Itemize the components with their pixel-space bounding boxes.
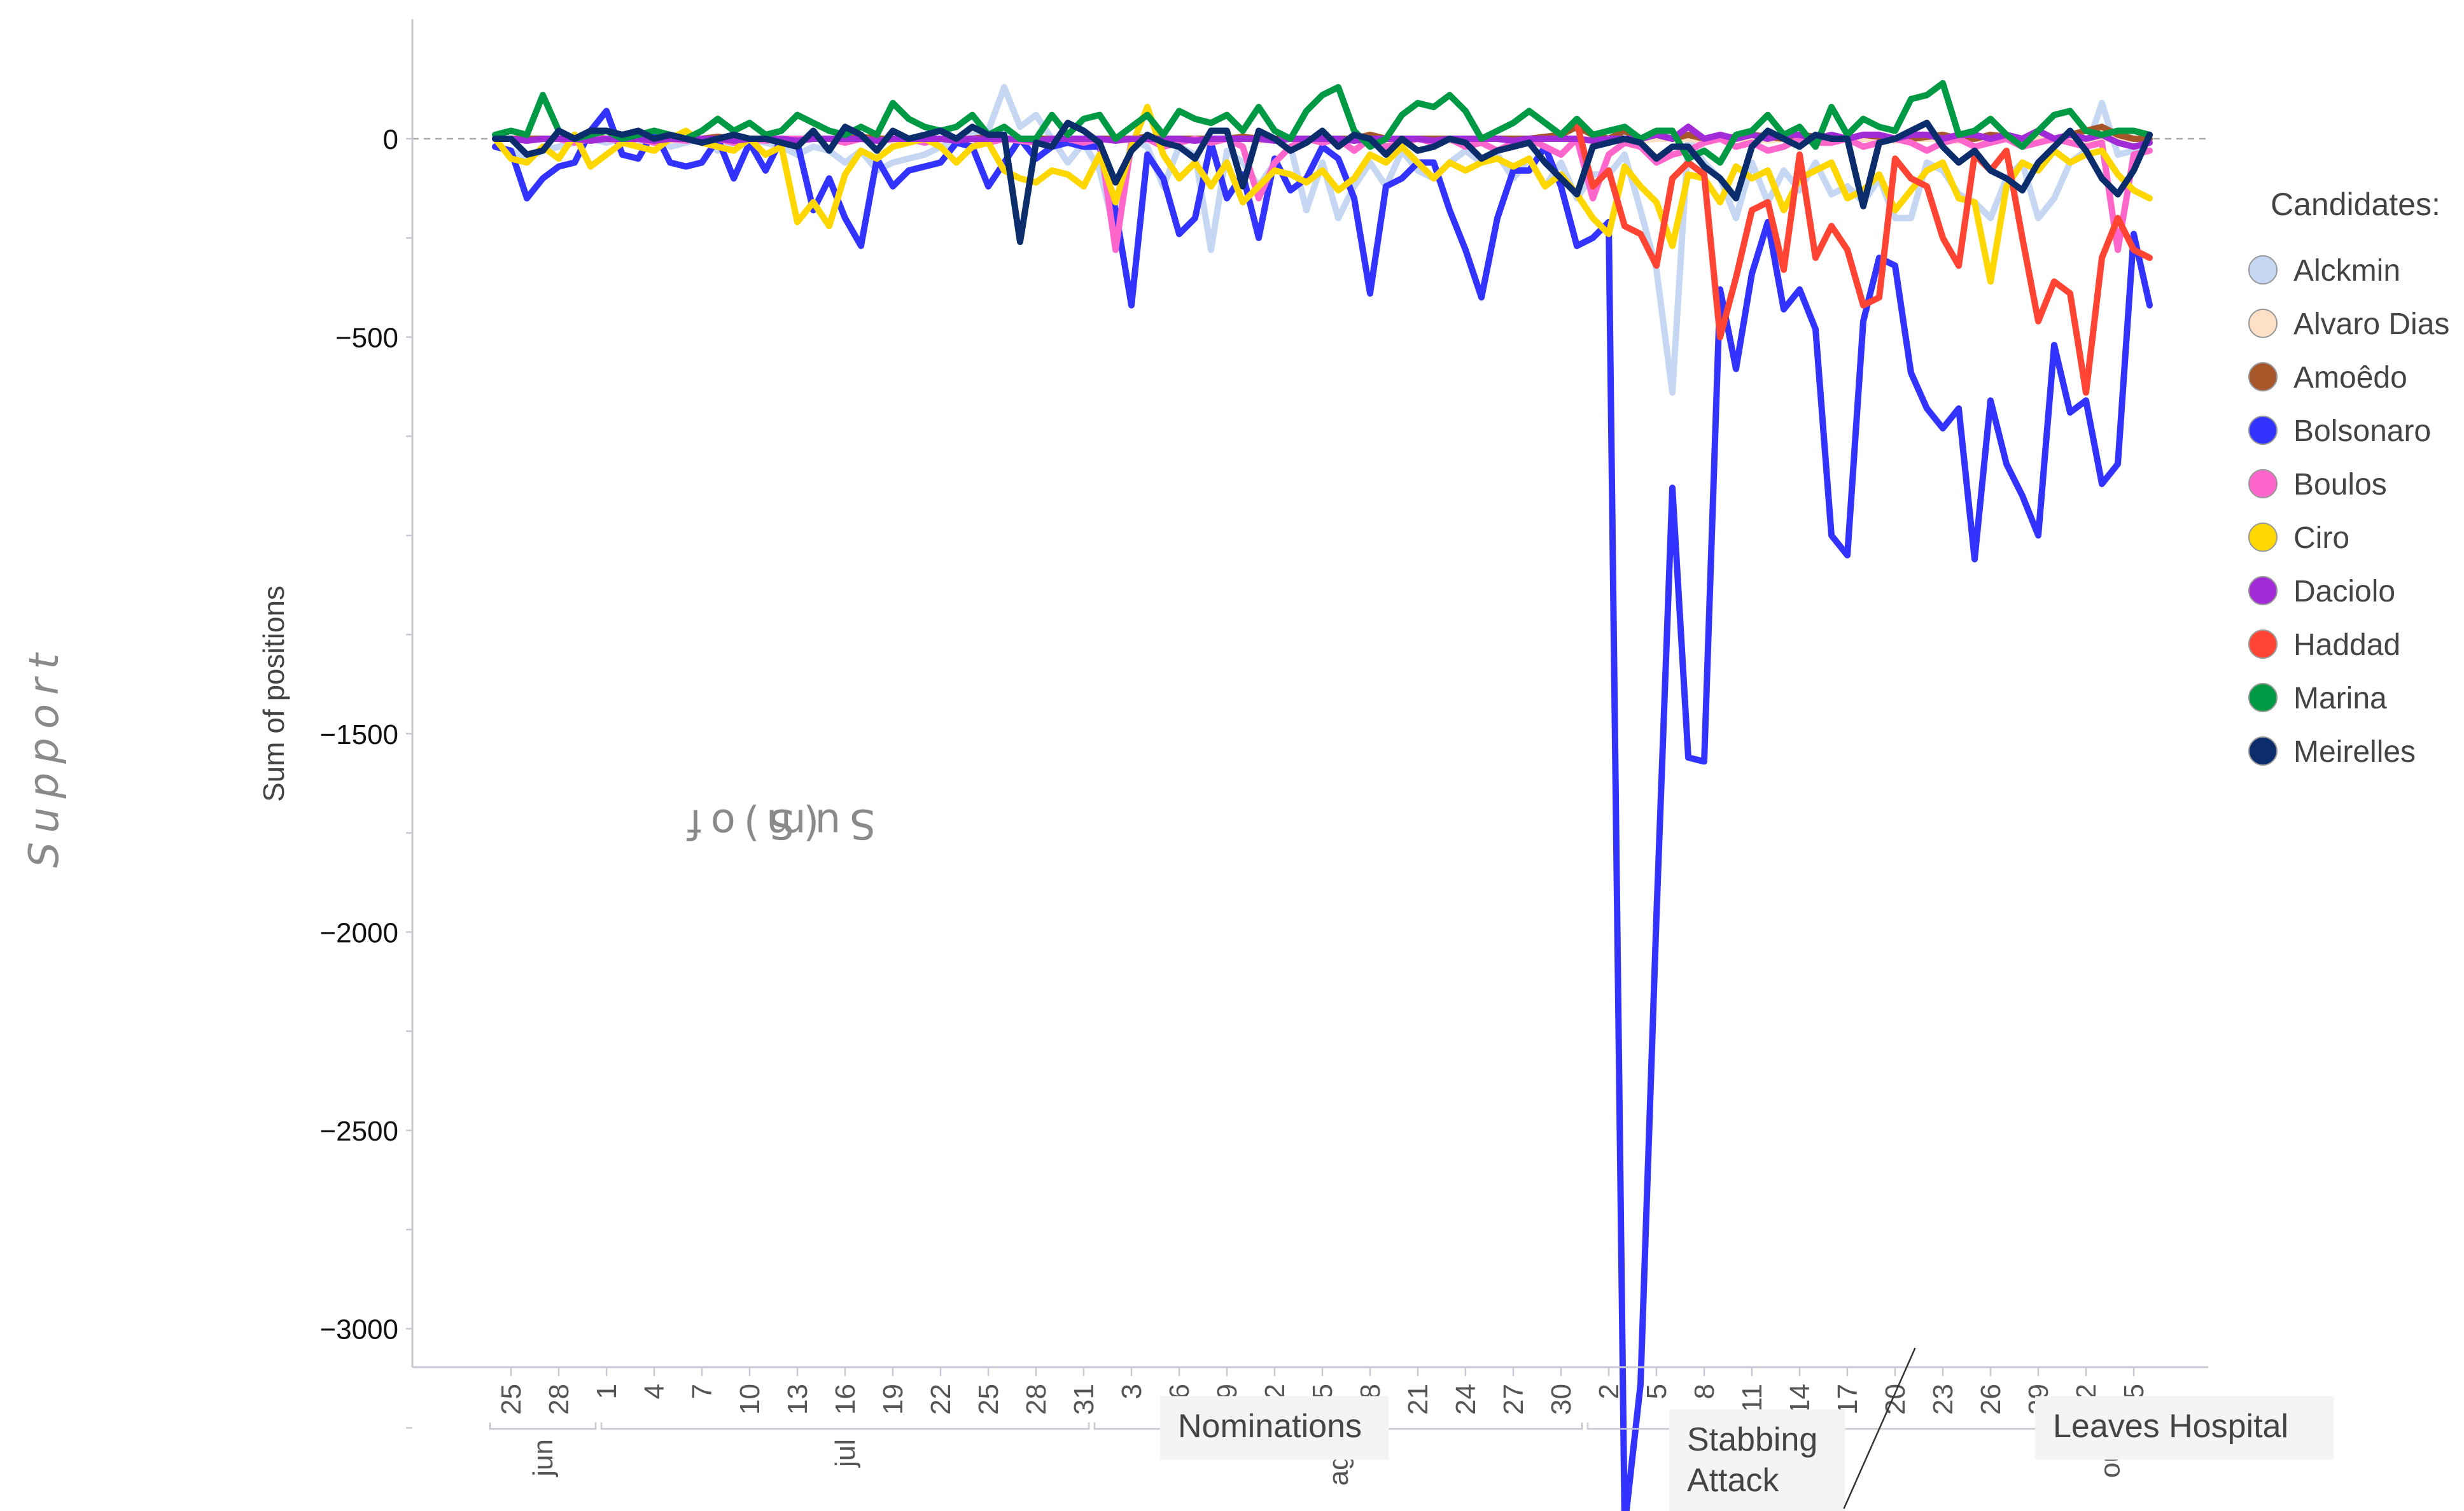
legend-item-alvaro-dias[interactable]: Alvaro Dias (2248, 307, 2449, 341)
legend-swatch (2248, 469, 2278, 498)
legend-label: Bolsonaro (2293, 414, 2431, 448)
legend-label: Ciro (2293, 521, 2349, 555)
y-tick-label: −3000 (319, 1314, 398, 1346)
y-tick-label: −500 (335, 323, 398, 354)
x-tick-label: 30 (1546, 1384, 1577, 1415)
annotation-box (1160, 1396, 1389, 1460)
annotation-text: Stabbing (1687, 1421, 1817, 1458)
legend-swatch (2248, 523, 2278, 552)
legend-swatch (2248, 309, 2278, 338)
legend-swatch (2248, 416, 2278, 445)
x-tick-label: 8 (1689, 1384, 1720, 1399)
legend-item-amo-do[interactable]: Amoêdo (2248, 361, 2407, 395)
legend-swatch (2248, 629, 2278, 659)
x-tick-label: 23 (1928, 1384, 1959, 1415)
x-tick-label: 3 (1116, 1384, 1147, 1399)
annotation-box (1669, 1409, 1845, 1511)
x-tick-label: 28 (1021, 1384, 1052, 1415)
legend-swatch (2248, 576, 2278, 605)
legend-item-haddad[interactable]: Haddad (2248, 628, 2400, 662)
annotation-text: Nominations (1178, 1408, 1362, 1445)
y-tick-label: −2500 (319, 1116, 398, 1147)
series-line-alckmin (492, 84, 2153, 396)
month-bracket (489, 1423, 597, 1430)
legend-label: Haddad (2293, 628, 2400, 662)
series-line-marina (492, 80, 2153, 166)
x-tick-label: 19 (878, 1384, 909, 1415)
legend[interactable]: Candidates: Alckmin Alvaro Dias Amoêdo Bolso… (2248, 186, 2449, 769)
legend-swatch (2248, 255, 2278, 285)
annotation-box (2035, 1396, 2334, 1460)
legend-label: Meirelles (2293, 735, 2416, 769)
series-line-meirelles (492, 120, 2153, 245)
x-tick-label: 24 (1450, 1384, 1481, 1415)
legend-item-marina[interactable]: Marina (2248, 682, 2387, 715)
annotation: Nominations (1160, 1396, 1389, 1460)
annotation: Leaves Hospital (2035, 1396, 2334, 1460)
legend-label: Alvaro Dias (2293, 307, 2449, 341)
annotation-pointer (1843, 1347, 1916, 1509)
y-tick-label: −1500 (319, 719, 398, 750)
legend-label: Marina (2293, 682, 2387, 715)
x-tick-label: 2 (1593, 1384, 1625, 1399)
annotation-text: Attack (1687, 1462, 1779, 1499)
x-tick-label: 13 (782, 1384, 813, 1415)
legend-label: Boulos (2293, 468, 2387, 502)
x-tick-label: 28 (543, 1384, 575, 1415)
legend-label: Amoêdo (2293, 361, 2407, 395)
x-tick-label: 11 (1737, 1384, 1768, 1413)
series-line-haddad (1574, 120, 2153, 396)
x-tick-label: 7 (687, 1384, 718, 1399)
month-label: jul (830, 1439, 861, 1468)
legend-item-alckmin[interactable]: Alckmin (2248, 254, 2400, 288)
x-tick-label: 31 (1068, 1384, 1100, 1415)
annotation: Stabbing Attack (1669, 1347, 1916, 1511)
x-tick-label: 20 (1880, 1384, 1911, 1415)
annotations-layer: Nominations Stabbing Attack Leaves Hospital (1160, 1347, 2334, 1511)
x-tick-label: 27 (1498, 1384, 1529, 1415)
legend-item-ciro[interactable]: Ciro (2248, 521, 2349, 555)
series-line-ciro (492, 104, 2153, 285)
month-label: jun (528, 1439, 559, 1478)
x-tick-label: 5 (1641, 1384, 1672, 1399)
axes-layer: 0−500−1500−2000−2500−3000−3500Sum of pos… (257, 19, 2208, 1486)
legend-item-boulos[interactable]: Boulos (2248, 468, 2387, 502)
legend-swatch (2248, 736, 2278, 766)
legend-label: Alckmin (2293, 254, 2400, 288)
legend-swatch (2248, 362, 2278, 391)
x-tick-label: 10 (734, 1384, 766, 1415)
y-tick-label: 0 (383, 124, 398, 155)
y-tick-label: −2000 (319, 917, 398, 948)
legend-title: Candidates: (2271, 186, 2440, 222)
x-tick-label: 26 (1975, 1384, 2006, 1415)
legend-item-bolsonaro[interactable]: Bolsonaro (2248, 414, 2431, 448)
legend-swatch (2248, 683, 2278, 712)
legend-label: Daciolo (2293, 575, 2395, 608)
x-tick-label: 1 (591, 1384, 622, 1399)
x-tick-label: 25 (973, 1384, 1004, 1415)
annotation-text: Leaves Hospital (2053, 1408, 2288, 1445)
x-tick-label: 4 (639, 1384, 670, 1399)
x-tick-label: 21 (1403, 1384, 1434, 1415)
x-tick-label: 25 (496, 1384, 527, 1415)
month-bracket (600, 1423, 1090, 1430)
y-axis-title: Sum of positions (257, 586, 290, 802)
series-line-bolsonaro (492, 108, 2153, 1511)
x-tick-label: 22 (925, 1384, 956, 1415)
x-tick-label: 16 (830, 1384, 861, 1415)
legend-item-meirelles[interactable]: Meirelles (2248, 735, 2416, 769)
legend-item-daciolo[interactable]: Daciolo (2248, 575, 2395, 608)
series-layer (492, 80, 2153, 1511)
